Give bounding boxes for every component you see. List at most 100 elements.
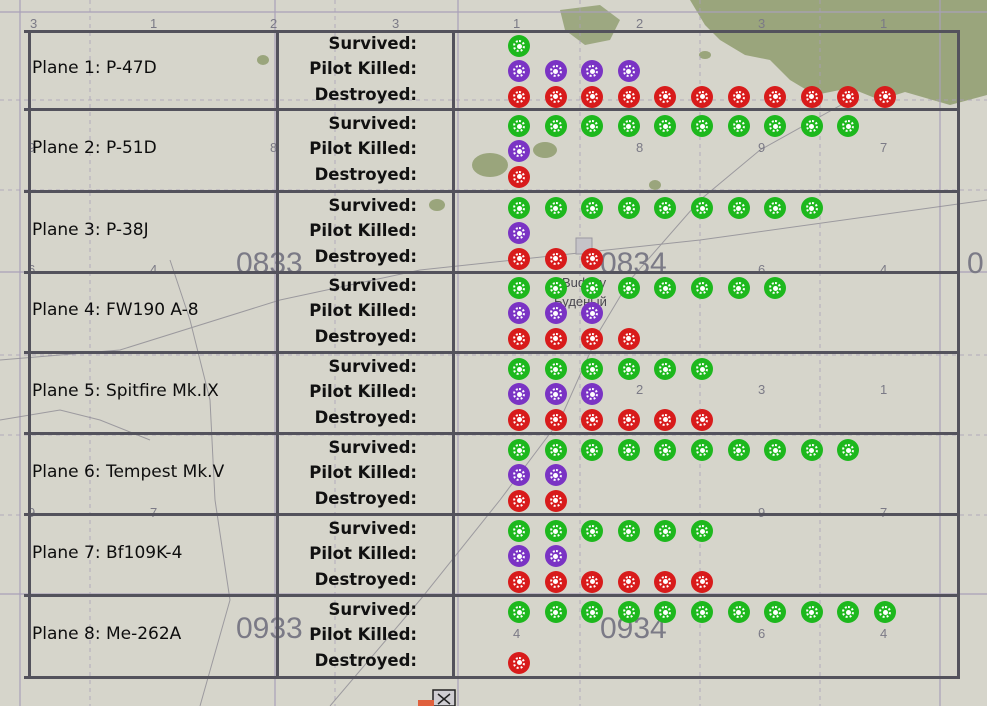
pilot-killed-label: Pilot Killed: [309,59,417,79]
destroyed-marker-icon [581,327,604,350]
pilot-killed-marker-icon [581,302,604,325]
table-row-divider [24,513,960,516]
map-grid-square-label: 0834 [600,247,667,280]
destroyed-marker-icon [654,85,677,108]
survived-marker-icon [544,358,567,380]
destroyed-marker-icon [617,408,640,431]
survived-marker-icon [654,520,677,542]
pilot-killed-marker-icon [508,545,530,568]
pilot-killed-marker-icon [508,383,530,406]
survived-marker-icon [654,439,677,461]
destroyed-marker-icon [508,489,530,512]
survived-marker-icon [581,277,604,299]
pilot-killed-label: Pilot Killed: [309,221,417,241]
survived-marker-icon [544,439,567,461]
pilot-killed-marker-icon [508,222,530,245]
destroyed-marker-icon [617,327,640,350]
survived-marker-icon [581,601,604,623]
destroyed-marker-icon [727,85,750,108]
destroyed-label: Destroyed: [314,164,417,184]
map-grid-digit: 8 [636,140,644,155]
survived-marker-icon [617,601,640,623]
forest-area [690,0,987,105]
survived-marker-icon [544,115,567,137]
pilot-killed-label: Pilot Killed: [309,382,417,402]
survived-marker-icon [581,520,604,542]
destroyed-marker-icon [617,570,640,593]
destroyed-label: Destroyed: [314,326,417,346]
destroyed-marker-icon [544,408,567,431]
map-grid-digit: 3 [758,16,766,31]
table-row-divider [24,351,960,354]
map-grid-digit: 9 [28,140,36,155]
destroyed-marker-icon [544,570,567,593]
map-grid-digit: 4 [513,626,521,641]
table-row-divider [24,432,960,435]
pilot-killed-marker-icon [508,60,530,83]
map-grid-digit: 6 [758,262,766,277]
pilot-killed-marker-icon [544,545,567,568]
map-grid-digit: 1 [513,16,521,31]
destroyed-marker-icon [508,327,530,350]
destroyed-marker-icon [691,408,713,431]
plane-name: Plane 3: P-38J [32,220,149,240]
survived-label: Survived: [328,600,417,619]
destroyed-marker-icon [508,165,530,188]
map-grid-digit: 9 [758,505,765,520]
destroyed-marker-icon [508,651,530,674]
table-row-divider [24,271,960,274]
destroyed-marker-icon [544,327,567,350]
survived-marker-icon [800,197,823,219]
survived-marker-icon [654,358,677,380]
destroyed-marker-icon [544,85,567,108]
survived-marker-icon [617,358,640,380]
table-column-divider [957,30,960,678]
map-grid-digit: 9 [758,140,766,155]
destroyed-label: Destroyed: [314,569,417,589]
survived-marker-icon [544,197,567,219]
destroyed-marker-icon [508,408,530,431]
pilot-killed-label: Pilot Killed: [309,625,417,645]
survived-marker-icon [544,520,567,542]
destroyed-marker-icon [837,85,860,108]
survived-marker-icon [727,439,750,461]
survived-marker-icon [837,439,860,461]
survived-marker-icon [581,439,604,461]
map-grid-digit: 7 [150,505,157,520]
map-grid-digit: 8 [270,140,278,155]
survived-marker-icon [544,601,567,623]
destroyed-marker-icon [654,570,677,593]
survived-marker-icon [727,277,750,299]
survived-marker-icon [654,277,677,299]
map-grid-digit: 4 [880,262,888,277]
forest-area [699,51,711,59]
map-grid-square-label: 0 [967,247,984,280]
plane-name: Plane 6: Tempest Mk.V [32,462,225,482]
forest-area [649,180,661,190]
table-row-divider [24,594,960,597]
survived-marker-icon [617,115,640,137]
map-grid-digit: 3 [392,16,400,31]
pilot-killed-label: Pilot Killed: [309,544,417,564]
destroyed-label: Destroyed: [314,650,417,670]
survived-marker-icon [508,439,530,461]
survived-marker-icon [691,115,713,137]
destroyed-marker-icon [654,408,677,431]
pilot-killed-marker-icon [508,464,530,487]
pilot-killed-label: Pilot Killed: [309,463,417,483]
survived-marker-icon [727,115,750,137]
destroyed-marker-icon [508,570,530,593]
plane-name: Plane 2: P-51D [32,138,157,158]
survived-label: Survived: [328,114,417,133]
destroyed-marker-icon [544,489,567,512]
survived-marker-icon [508,35,530,57]
survived-marker-icon [654,197,677,219]
survived-label: Survived: [328,34,417,53]
destroyed-marker-icon [874,85,896,108]
survived-label: Survived: [328,519,417,538]
survived-marker-icon [581,358,604,380]
destroyed-marker-icon [581,570,604,593]
table-column-divider [452,30,455,678]
survived-marker-icon [617,277,640,299]
plane-name: Plane 1: P-47D [32,58,157,78]
